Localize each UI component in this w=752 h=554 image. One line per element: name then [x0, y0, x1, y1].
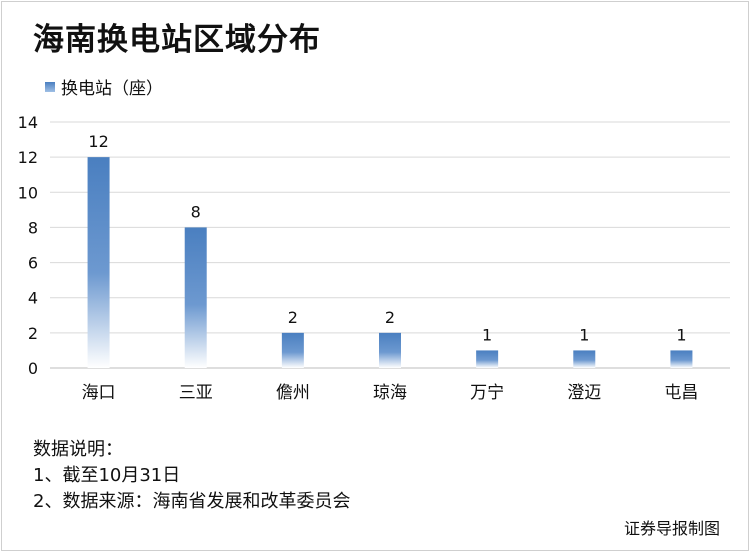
bar [379, 332, 401, 368]
x-tick-label: 儋州 [276, 383, 310, 403]
legend: 换电站（座） [45, 74, 163, 99]
y-tick-label: 8 [28, 218, 38, 237]
y-tick-label: 12 [18, 148, 38, 167]
bar [476, 350, 499, 368]
x-tick-label: 海口 [82, 383, 116, 403]
bar [573, 350, 596, 368]
data-label: 1 [676, 325, 686, 344]
bar [670, 350, 693, 368]
x-tick-label: 屯昌 [664, 383, 698, 403]
x-tick-label: 三亚 [179, 383, 213, 403]
legend-swatch [45, 81, 55, 92]
x-tick-label: 琼海 [373, 383, 407, 403]
data-label: 12 [88, 132, 108, 151]
chart-title: 海南换电站区域分布 [33, 22, 321, 58]
data-label: 8 [191, 202, 201, 221]
notes-item-1: 1、截至10月31日 [33, 465, 181, 486]
y-tick-label: 2 [28, 324, 38, 343]
data-label: 2 [288, 308, 298, 327]
grid-lines [50, 121, 730, 369]
x-tick-label: 万宁 [470, 383, 504, 403]
legend-label: 换电站（座） [61, 79, 163, 99]
x-axis-ticks: 海口 三亚 儋州 琼海 万宁 澄迈 屯昌 [82, 383, 699, 403]
data-label: 1 [579, 325, 589, 344]
data-label: 2 [385, 308, 395, 327]
notes-item-2: 2、数据来源：海南省发展和改革委员会 [33, 491, 351, 512]
y-tick-label: 10 [18, 183, 38, 202]
bar [184, 227, 207, 368]
y-tick-label: 6 [28, 254, 38, 273]
bar [281, 332, 304, 368]
credit-text: 证券导报制图 [623, 519, 720, 538]
x-tick-label: 澄迈 [567, 383, 601, 403]
y-axis-ticks: 0 2 4 6 8 10 12 14 [18, 113, 38, 378]
y-tick-label: 4 [28, 289, 38, 308]
y-tick-label: 14 [18, 113, 38, 132]
bars [87, 157, 693, 368]
y-tick-label: 0 [28, 359, 38, 378]
notes-heading: 数据说明： [33, 439, 123, 460]
bar [87, 157, 110, 368]
data-notes: 数据说明： 1、截至10月31日 2、数据来源：海南省发展和改革委员会 [33, 437, 350, 515]
data-labels: 12 8 2 2 1 1 1 [88, 132, 686, 344]
data-label: 1 [482, 325, 492, 344]
